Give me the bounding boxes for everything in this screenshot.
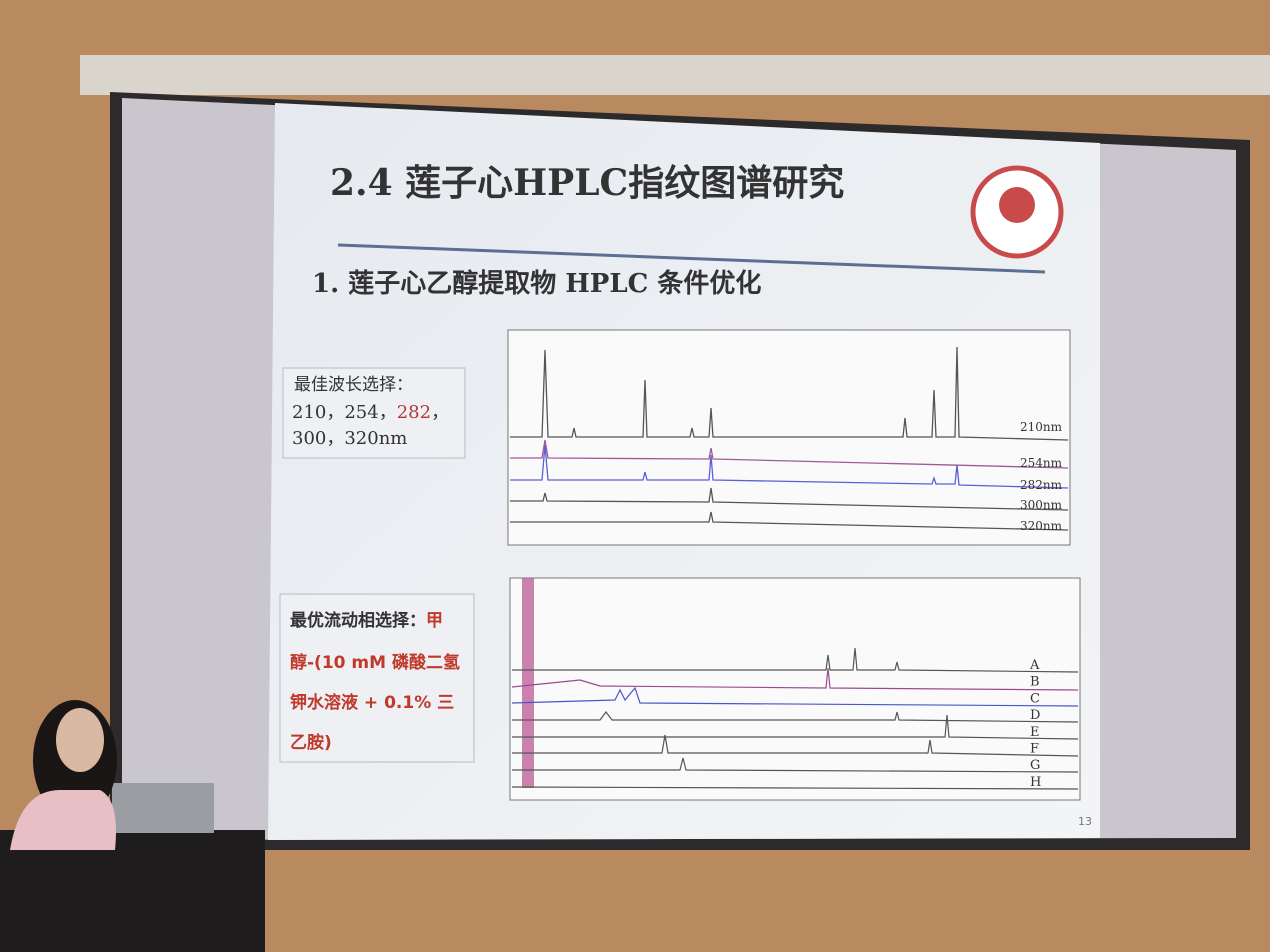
wavelength-box [282,367,466,459]
solvent-peak [522,578,534,788]
box-red: 乙胺) [290,732,332,753]
box-red: 甲 [426,611,443,631]
trace [512,647,1079,673]
podium [0,830,265,952]
trace-label: 320nm [1020,519,1063,533]
trace-label: 210nm [1020,420,1063,434]
box-red: 钾水溶液 + 0.1% 三 [290,692,454,713]
mobile-phase-box [279,593,475,763]
trace-label: G [1030,758,1040,773]
trace [512,714,1079,740]
laptop [112,783,214,833]
trace-label: D [1030,708,1040,723]
trace-label: C [1030,691,1040,706]
trace [512,757,1079,773]
slide-subtitle: 1. 莲子心乙醇提取物 HPLC 条件优化 [312,268,761,299]
trace-label: H [1030,775,1041,790]
logo-mark [999,187,1035,223]
trace [510,444,1069,489]
box-text: 300，320nm [292,428,407,449]
trace-labels: 210nm 254nm 282nm 300nm 320nm [1020,420,1063,533]
screen-housing [80,55,1270,95]
traces-2 [511,647,1079,790]
trace [510,487,1069,511]
person-body [10,790,116,850]
trace [510,439,1069,469]
title-rule [337,243,1046,274]
trace-label: F [1030,742,1039,757]
slide-title: 2.4 莲子心HPLC指纹图谱研究 [330,162,844,204]
traces-1 [510,346,1069,531]
trace [511,686,1079,707]
box-label: 最优流动相选择： [290,610,426,631]
box-text: ， [431,402,449,423]
trace-label: 300nm [1020,498,1063,512]
trace [510,511,1069,531]
box-label: 最优流动相选择：甲 [290,610,443,631]
person-face [56,708,104,772]
box-highlight: 282 [397,402,431,423]
trace-label: 254nm [1020,456,1063,470]
box-text: 210，254，282， [292,402,449,423]
trace [512,711,1079,723]
trace [512,734,1079,757]
box-text: 210，254， [292,402,397,423]
trace [510,346,1069,441]
page-number: 13 [1078,815,1092,828]
trace-label: 282nm [1020,478,1063,492]
box-red: 醇-(10 mM 磷酸二氢 [290,652,460,673]
trace-label: A [1029,658,1040,673]
box-label: 最佳波长选择： [294,375,413,395]
trace-label: B [1030,675,1040,690]
trace [511,786,1079,790]
trace-label: E [1030,725,1040,740]
trace [511,667,1079,691]
